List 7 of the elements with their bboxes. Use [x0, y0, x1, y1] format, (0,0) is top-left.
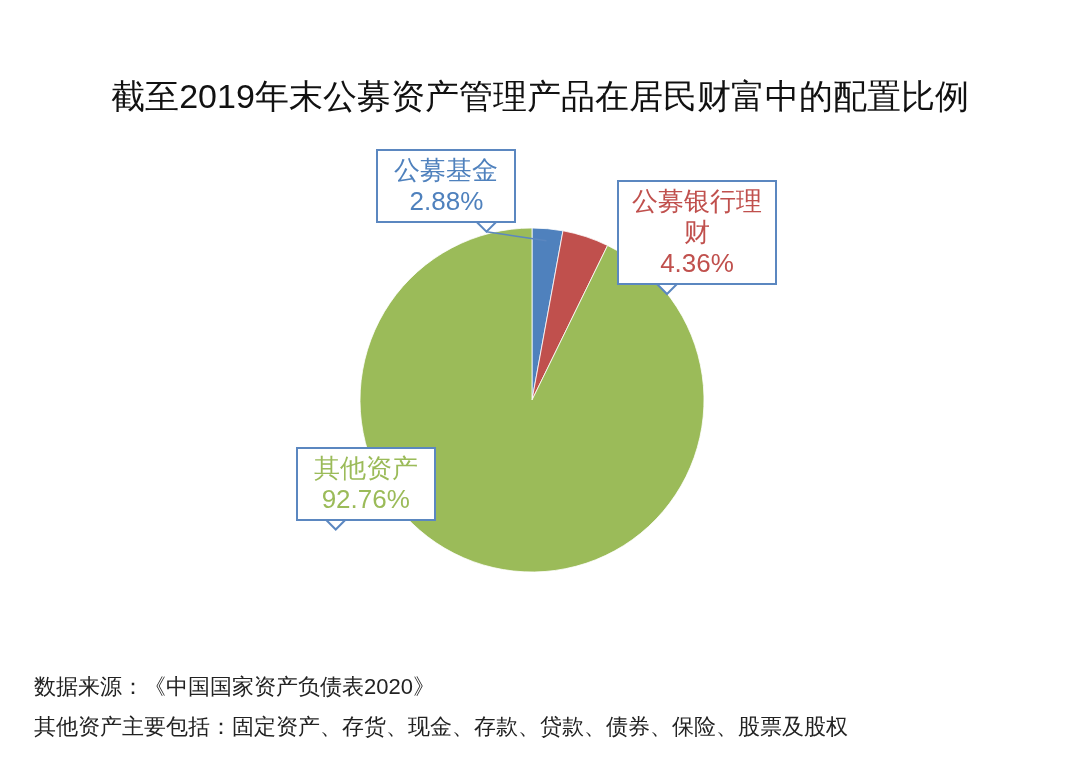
data-label: 92.76% [320, 483, 411, 515]
slice-label: 公募基金 [393, 154, 500, 186]
data-label: 4.36% [659, 248, 735, 280]
slice-label: 公募银行理财 [631, 186, 763, 249]
slice-label: 其他资产 [312, 452, 419, 484]
data-label: 2.88% [408, 185, 485, 217]
title: 截至2019年末公募资产管理产品在居民财富中的配置比例 [111, 77, 969, 115]
